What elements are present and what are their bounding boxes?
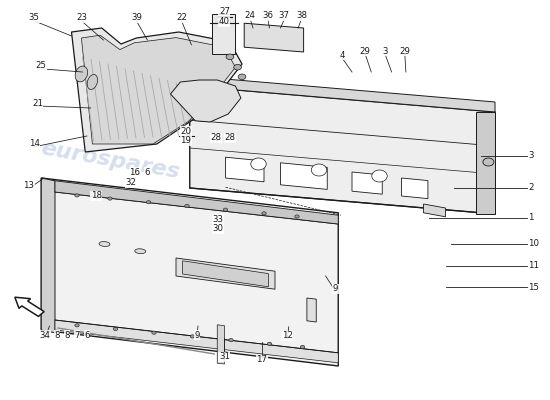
Text: 27: 27 [219, 7, 230, 16]
Ellipse shape [87, 74, 97, 90]
Text: 1: 1 [528, 214, 534, 222]
Circle shape [190, 335, 195, 338]
Text: 15: 15 [528, 283, 539, 292]
Text: 10: 10 [528, 240, 539, 248]
Text: 35: 35 [29, 14, 40, 22]
Ellipse shape [99, 242, 110, 246]
Ellipse shape [311, 164, 327, 176]
Circle shape [223, 208, 228, 211]
Polygon shape [190, 76, 495, 112]
Circle shape [238, 74, 246, 80]
Polygon shape [244, 23, 304, 52]
Text: 34: 34 [40, 331, 51, 340]
Text: 6: 6 [84, 331, 90, 340]
Polygon shape [476, 112, 495, 214]
Polygon shape [307, 298, 316, 322]
Text: 23: 23 [76, 14, 87, 22]
Text: 30: 30 [212, 224, 223, 233]
Circle shape [146, 201, 151, 204]
Polygon shape [226, 157, 264, 182]
Text: 12: 12 [282, 332, 293, 340]
Circle shape [113, 328, 118, 331]
Text: 19: 19 [180, 136, 191, 145]
Text: 20: 20 [180, 127, 191, 136]
Text: 29: 29 [399, 47, 410, 56]
Text: 28: 28 [211, 134, 222, 142]
Text: eurospares: eurospares [39, 138, 181, 182]
Polygon shape [176, 258, 275, 289]
Text: 9: 9 [194, 331, 200, 340]
Ellipse shape [135, 249, 146, 254]
Polygon shape [424, 204, 446, 217]
Circle shape [229, 338, 233, 342]
Text: 28: 28 [224, 134, 235, 142]
Circle shape [152, 331, 156, 334]
Text: 25: 25 [36, 62, 47, 70]
Circle shape [108, 197, 112, 200]
Polygon shape [190, 86, 495, 214]
Circle shape [75, 324, 79, 327]
Text: 24: 24 [245, 12, 256, 20]
Ellipse shape [251, 158, 266, 170]
FancyArrow shape [15, 297, 44, 316]
Text: 31: 31 [219, 352, 230, 361]
Text: 36: 36 [262, 12, 273, 20]
Text: 18: 18 [91, 192, 102, 200]
Circle shape [185, 204, 189, 208]
Polygon shape [81, 35, 235, 144]
Text: 17: 17 [256, 356, 267, 364]
Text: 16: 16 [129, 168, 140, 176]
Text: 33: 33 [212, 215, 223, 224]
Text: 3: 3 [382, 47, 388, 56]
Text: 38: 38 [296, 12, 307, 20]
Text: eurospares: eurospares [287, 138, 428, 182]
Text: 29: 29 [360, 47, 371, 56]
Text: 39: 39 [131, 14, 142, 22]
Circle shape [300, 345, 305, 348]
Text: 40: 40 [219, 18, 230, 26]
Circle shape [483, 158, 494, 166]
Text: 13: 13 [23, 182, 34, 190]
Circle shape [267, 342, 272, 345]
Polygon shape [183, 261, 268, 287]
Polygon shape [170, 80, 241, 122]
Circle shape [262, 212, 266, 215]
Text: 6: 6 [145, 168, 150, 176]
Polygon shape [55, 320, 338, 363]
Ellipse shape [372, 170, 387, 182]
Circle shape [226, 54, 234, 60]
Circle shape [295, 215, 299, 218]
Polygon shape [72, 28, 242, 152]
Polygon shape [55, 181, 338, 224]
Text: 32: 32 [125, 178, 136, 187]
Polygon shape [280, 163, 327, 189]
Polygon shape [41, 178, 338, 366]
Text: 3: 3 [528, 152, 534, 160]
Circle shape [234, 64, 241, 70]
Text: 7: 7 [74, 331, 80, 340]
Text: 21: 21 [32, 99, 43, 108]
Text: 11: 11 [528, 262, 539, 270]
Circle shape [75, 194, 79, 197]
Text: 37: 37 [279, 12, 290, 20]
Polygon shape [217, 325, 224, 364]
Text: 8: 8 [54, 331, 60, 340]
Ellipse shape [75, 66, 87, 82]
Polygon shape [212, 14, 235, 54]
Polygon shape [402, 178, 428, 198]
Text: 8: 8 [64, 331, 70, 340]
Polygon shape [352, 172, 382, 194]
Text: 2: 2 [528, 184, 534, 192]
Text: 14: 14 [29, 140, 40, 148]
Text: 22: 22 [176, 14, 187, 22]
Text: 9: 9 [333, 284, 338, 293]
Text: 4: 4 [339, 51, 345, 60]
Polygon shape [41, 178, 55, 333]
